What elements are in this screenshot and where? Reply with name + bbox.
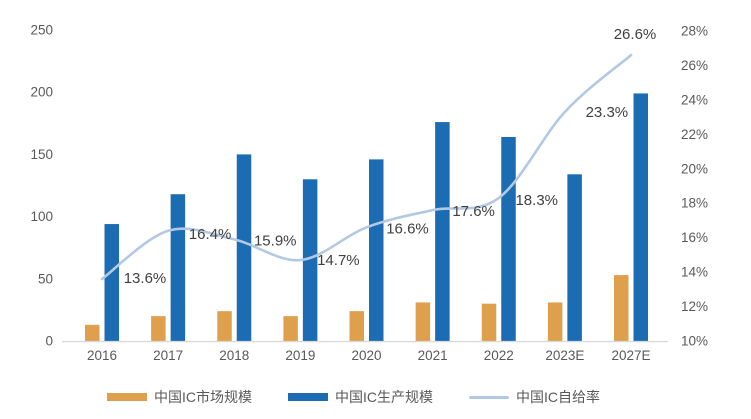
bar-ic-market[interactable] [415, 302, 431, 341]
bar-ic-market[interactable] [614, 275, 629, 341]
bar-ic-production[interactable] [302, 179, 318, 341]
legend-swatch-ic-market [107, 393, 147, 401]
right-axis-tick-label: 26% [681, 58, 708, 73]
right-axis-tick-label: 20% [681, 161, 708, 176]
data-label-self-sufficiency: 23.3% [586, 104, 629, 121]
right-axis-tick-label: 28% [681, 24, 708, 39]
legend-label-ic-market: 中国IC市场规模 [154, 389, 252, 405]
data-label-self-sufficiency: 15.9% [254, 232, 297, 249]
data-label-self-sufficiency: 16.4% [189, 226, 232, 243]
bar-ic-market[interactable] [85, 324, 100, 341]
bar-ic-production[interactable] [369, 159, 384, 341]
bar-ic-production[interactable] [501, 136, 516, 341]
data-label-self-sufficiency: 26.6% [614, 26, 657, 43]
x-axis-category-label: 2017 [153, 348, 183, 363]
data-label-self-sufficiency: 13.6% [124, 270, 167, 287]
left-axis-tick-label: 150 [30, 147, 53, 162]
right-axis-tick-label: 14% [681, 265, 708, 280]
x-axis-category-label: 2023E [545, 348, 584, 363]
bar-ic-market[interactable] [217, 311, 232, 341]
x-axis-category-label: 2022 [484, 348, 514, 363]
left-axis-tick-label: 250 [30, 23, 53, 38]
bar-ic-production[interactable] [170, 194, 186, 341]
x-axis-category-label: 2016 [87, 348, 117, 363]
bar-ic-production[interactable] [567, 174, 582, 341]
line-ic-self-sufficiency[interactable] [100, 53, 633, 281]
right-axis-tick-label: 22% [681, 127, 708, 142]
bar-ic-production[interactable] [633, 93, 649, 341]
right-axis-tick-label: 24% [681, 92, 708, 107]
x-axis-category-label: 2018 [219, 348, 249, 363]
legend-item-ic-self-sufficiency[interactable]: 中国IC自给率 [469, 389, 600, 405]
bar-ic-market[interactable] [481, 303, 497, 341]
right-axis-tick-label: 12% [681, 299, 708, 314]
right-axis-tick-label: 18% [681, 196, 708, 211]
legend-label-ic-production: 中国IC生产规模 [335, 389, 433, 405]
legend-swatch-ic-production [288, 393, 328, 401]
data-label-self-sufficiency: 14.7% [317, 252, 360, 269]
bar-ic-production[interactable] [104, 224, 120, 341]
legend-swatch-ic-self-sufficiency [469, 395, 509, 399]
data-label-self-sufficiency: 18.3% [515, 192, 558, 209]
x-axis-category-label: 2021 [418, 348, 448, 363]
data-label-self-sufficiency: 16.6% [386, 220, 429, 237]
bar-ic-market[interactable] [283, 316, 298, 341]
bar-ic-production[interactable] [435, 122, 450, 341]
right-axis-tick-label: 16% [681, 230, 708, 245]
x-axis-category-label: 2027E [611, 348, 650, 363]
bar-ic-market[interactable] [547, 302, 563, 341]
bar-ic-market[interactable] [349, 311, 365, 341]
left-axis-tick-label: 50 [38, 271, 53, 286]
left-axis-tick-label: 200 [30, 85, 53, 100]
x-axis-category-label: 2019 [285, 348, 315, 363]
right-axis-tick-label: 10% [681, 334, 708, 349]
x-axis-category-label: 2020 [351, 348, 381, 363]
bar-ic-market[interactable] [151, 316, 166, 341]
data-label-self-sufficiency: 17.6% [452, 203, 495, 220]
legend-label-ic-self-sufficiency: 中国IC自给率 [516, 389, 600, 405]
legend-item-ic-market[interactable]: 中国IC市场规模 [107, 389, 252, 405]
chart-legend: 中国IC市场规模 中国IC生产规模 中国IC自给率 [107, 389, 600, 405]
left-axis-tick-label: 0 [45, 334, 53, 349]
legend-item-ic-production[interactable]: 中国IC生产规模 [288, 389, 433, 405]
bar-ic-production[interactable] [236, 154, 252, 341]
left-axis-tick-label: 100 [30, 209, 53, 224]
